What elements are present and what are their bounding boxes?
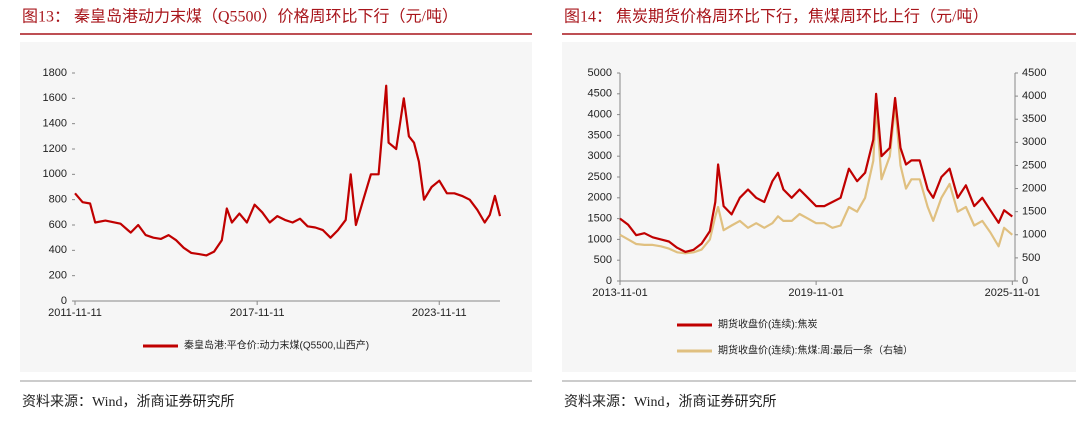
x-tick-label: 2023-11-11 <box>412 307 467 319</box>
source-note: 资料来源：Wind，浙商证券研究所 <box>22 394 235 410</box>
legend-label: 期货收盘价(连续):焦炭 <box>718 318 817 331</box>
x-tick-label: 2025-11-01 <box>985 287 1040 299</box>
y-tick-label: 1500 <box>588 213 612 225</box>
y-tick-label: 1400 <box>43 118 67 130</box>
y-tick-label: 3000 <box>588 150 612 162</box>
y2-tick-label: 1000 <box>1022 229 1046 241</box>
x-tick-label: 2019-11-01 <box>788 287 843 299</box>
legend-label: 期货收盘价(连续):焦煤:周:最后一条（右轴） <box>718 344 913 357</box>
y-tick-label: 600 <box>49 219 67 231</box>
y-tick-label: 4500 <box>588 88 612 100</box>
y-tick-label: 2000 <box>588 192 612 204</box>
y2-tick-label: 2000 <box>1022 182 1046 194</box>
y2-tick-label: 3000 <box>1022 136 1046 148</box>
y-tick-label: 800 <box>49 194 67 206</box>
y-tick-label: 1000 <box>588 233 612 245</box>
chart-title: 图13： 秦皇岛港动力末煤（Q5500）价格周环比下行（元/吨） <box>22 8 458 26</box>
y2-tick-label: 4500 <box>1022 67 1046 79</box>
data-line <box>74 84 502 257</box>
y2-tick-label: 0 <box>1022 275 1028 287</box>
y-tick-label: 200 <box>49 270 67 282</box>
y2-tick-label: 3500 <box>1022 113 1046 125</box>
y2-tick-label: 2500 <box>1022 159 1046 171</box>
y-tick-label: 500 <box>594 254 612 266</box>
y2-tick-label: 1500 <box>1022 206 1046 218</box>
y2-tick-label: 4000 <box>1022 90 1046 102</box>
y-tick-label: 2500 <box>588 171 612 183</box>
y-tick-label: 0 <box>606 275 612 287</box>
y-tick-label: 1600 <box>43 92 67 104</box>
data-line <box>619 92 1013 253</box>
y-tick-label: 1800 <box>43 67 67 79</box>
y-tick-label: 0 <box>61 295 67 307</box>
y-tick-label: 1200 <box>43 143 67 155</box>
panel-background <box>20 42 532 372</box>
y-tick-label: 5000 <box>588 67 612 79</box>
y-tick-label: 4000 <box>588 109 612 121</box>
x-tick-label: 2013-11-01 <box>592 287 647 299</box>
y2-tick-label: 500 <box>1022 252 1040 264</box>
y-tick-label: 3500 <box>588 129 612 141</box>
x-tick-label: 2011-11-11 <box>48 307 102 319</box>
data-line <box>619 104 1014 255</box>
source-note: 资料来源：Wind，浙商证券研究所 <box>564 394 777 410</box>
y-tick-label: 400 <box>49 244 67 256</box>
legend-label: 秦皇岛港:平仓价:动力末煤(Q5500,山西产) <box>184 339 369 352</box>
y-tick-label: 1000 <box>43 168 67 180</box>
chart-title: 图14： 焦炭期货价格周环比下行，焦煤周环比上行（元/吨） <box>564 8 988 26</box>
x-tick-label: 2017-11-11 <box>230 307 285 319</box>
